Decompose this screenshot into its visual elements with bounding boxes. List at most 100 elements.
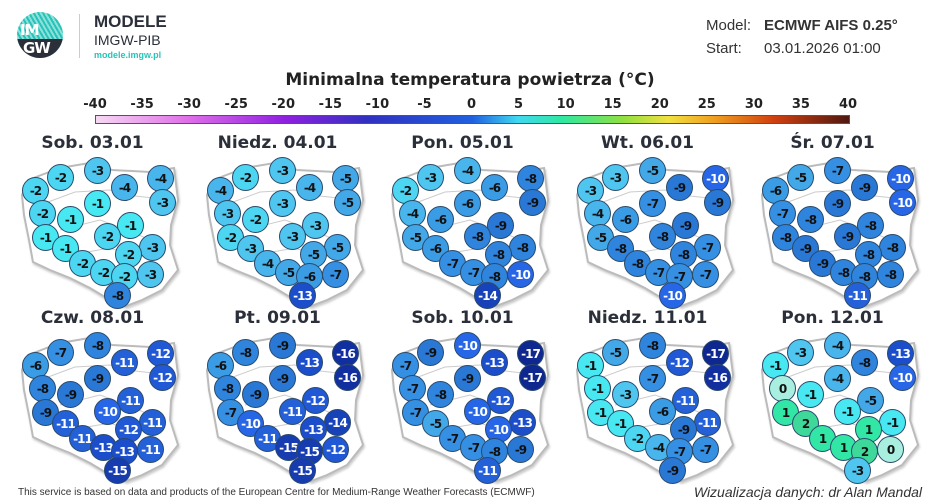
colorbar-tick: 25 (697, 97, 716, 112)
station-temperature: -11 (117, 387, 144, 414)
station-temperature: -4 (824, 365, 851, 392)
station-temperature: -8 (29, 375, 56, 402)
colorbar-tick: -25 (224, 97, 248, 112)
day-panel: Pon. 05.01 -3 -4 -6 -8 -2 -9 -6 -4 -6 -9 -5 -8 -8 -8 -6… (370, 130, 555, 309)
day-title: Sob. 10.01 (411, 308, 514, 328)
station-temperature: -7 (692, 436, 719, 463)
station-temperature: -3 (84, 157, 111, 184)
start-label: Start: (706, 40, 742, 57)
colorbar-tick: -5 (417, 97, 432, 112)
colorbar-tick: 20 (650, 97, 669, 112)
credit-note: Wizualizacja danych: dr Alan Mandal (693, 484, 922, 500)
station-temperature: -2 (29, 200, 56, 227)
station-temperature: -12 (487, 387, 514, 414)
station-temperature: -2 (22, 177, 49, 204)
station-temperature: -2 (242, 206, 269, 233)
station-temperature: -5 (602, 339, 629, 366)
colorbar-tick: 5 (514, 97, 524, 112)
station-temperature: -4 (111, 174, 138, 201)
colorbar-tick: 0 (466, 97, 477, 112)
station-temperature: -4 (454, 157, 481, 184)
station-temperature: -7 (399, 375, 426, 402)
station-temperature: -7 (769, 200, 796, 227)
station-temperature: -6 (427, 206, 454, 233)
start-info: Start: 03.01.2026 01:00 (706, 40, 881, 57)
station-temperature: -8 (214, 375, 241, 402)
station-temperature: -12 (302, 387, 329, 414)
station-temperature: -5 (857, 387, 884, 414)
station-temperature: -8 (104, 282, 131, 309)
station-temperature: -6 (612, 206, 639, 233)
station-temperature: -12 (147, 340, 174, 367)
station-temperature: -7 (439, 425, 466, 452)
station-temperature: -6 (481, 174, 508, 201)
day-title: Pon. 05.01 (411, 133, 514, 153)
brand-url[interactable]: modele.imgw.pl (94, 50, 162, 60)
colorbar-tick: -30 (177, 97, 201, 112)
station-temperature: -5 (324, 234, 351, 261)
station-temperature: -4 (399, 200, 426, 227)
station-temperature: -1 (84, 190, 111, 217)
station-temperature: -1 (834, 398, 861, 425)
station-temperature: -3 (844, 457, 871, 484)
day-panel: Śr. 07.01 -5 -7 -9 -10 -6 -10 -9 -7 -8 -8 -8 -9 -8 -8-… (740, 130, 925, 309)
station-temperature: -12 (666, 349, 693, 376)
station-temperature: -11 (672, 387, 699, 414)
station-temperature: -7 (694, 234, 721, 261)
station-temperature: -9 (672, 212, 699, 239)
station-temperature: -3 (602, 164, 629, 191)
day-panel: Sob. 03.01 -2 -3 -4 -4 -2 -3 -1 -2 -1 -1 -1 -2 -3 -2 -1… (0, 130, 185, 309)
station-temperature: -8 (649, 223, 676, 250)
station-temperature: -9 (242, 381, 269, 408)
station-temperature: -3 (787, 339, 814, 366)
station-temperature: 0 (877, 436, 904, 463)
station-temperature: -13 (481, 349, 508, 376)
station-temperature: -17 (517, 340, 544, 367)
station-temperature: -9 (704, 189, 731, 216)
station-temperature: -8 (624, 250, 651, 277)
station-temperature: -9 (792, 235, 819, 262)
day-panel: Niedz. 11.01 -5 -8 -12 -17 -1 -16 -7 -1 -3 -11 -1 -6… (555, 305, 740, 484)
station-temperature: -8 (232, 339, 259, 366)
station-temperature: -3 (269, 190, 296, 217)
logo-divider (79, 14, 80, 58)
station-temperature: -10 (702, 165, 729, 192)
station-temperature: -3 (149, 189, 176, 216)
colorbar-tick: -15 (318, 97, 343, 112)
station-temperature: -9 (487, 212, 514, 239)
station-temperature: -8 (84, 332, 111, 359)
colorbar-tick: 10 (556, 97, 575, 112)
station-temperature: -3 (417, 164, 444, 191)
station-temperature: -4 (147, 165, 174, 192)
station-temperature: -11 (111, 349, 138, 376)
station-temperature: -5 (787, 164, 814, 191)
station-temperature: -7 (639, 190, 666, 217)
day-panel: Sob. 10.01 -9 -10 -13 -17 -7 -17 -9 -7 -8 -12 -7 -10… (370, 305, 555, 484)
station-temperature: -13 (887, 340, 914, 367)
station-temperature: -9 (269, 365, 296, 392)
station-temperature: -3 (214, 200, 241, 227)
station-temperature: -9 (269, 332, 296, 359)
station-temperature: -12 (322, 436, 349, 463)
brand-title: MODELE (94, 12, 167, 31)
station-temperature: -2 (94, 223, 121, 250)
station-temperature: -10 (94, 398, 121, 425)
station-temperature: -9 (519, 189, 546, 216)
station-temperature: -9 (507, 436, 534, 463)
station-temperature: -2 (47, 164, 74, 191)
station-temperature: -9 (454, 365, 481, 392)
station-temperature: -7 (639, 365, 666, 392)
station-temperature: -11 (279, 398, 306, 425)
station-temperature: -7 (47, 339, 74, 366)
station-temperature: -5 (334, 189, 361, 216)
station-temperature: -10 (454, 332, 481, 359)
station-temperature: -12 (149, 364, 176, 391)
station-temperature: -8 (509, 234, 536, 261)
station-temperature: -8 (877, 261, 904, 288)
station-temperature: -4 (824, 332, 851, 359)
station-temperature: -9 (824, 190, 851, 217)
map-title: Minimalna temperatura powietrza (°C) (285, 70, 655, 90)
day-title: Pt. 09.01 (234, 308, 321, 328)
station-temperature: -8 (427, 381, 454, 408)
station-temperature: 0 (769, 375, 796, 402)
